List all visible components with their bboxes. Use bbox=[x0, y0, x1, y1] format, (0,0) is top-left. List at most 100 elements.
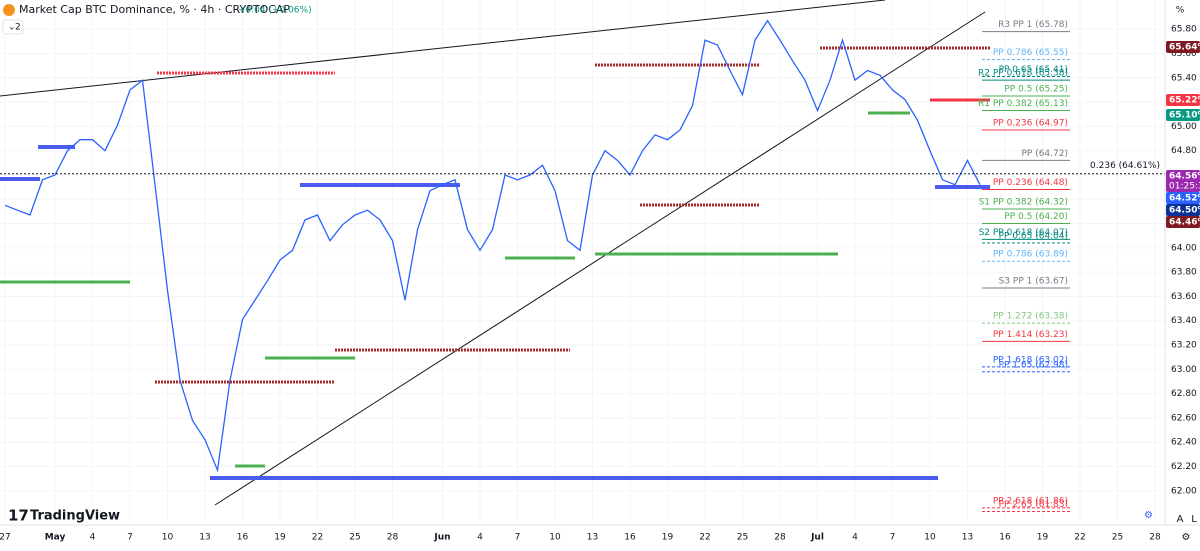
price-tag-label: 64.46% bbox=[1169, 218, 1200, 228]
x-tick-label: 28 bbox=[774, 533, 786, 543]
indicator-count[interactable]: 2 bbox=[15, 23, 21, 33]
x-tick-label: Jun bbox=[433, 533, 450, 543]
pivot-label: R3 PP 1 (65.78) bbox=[998, 20, 1068, 30]
x-tick-label: 7 bbox=[127, 533, 133, 543]
pivot-label: PP 0.5 (65.25) bbox=[1004, 84, 1068, 94]
pivot-label: PP 1.414 (63.23) bbox=[993, 330, 1068, 340]
x-tick-label: May bbox=[45, 533, 66, 543]
symbol-logo bbox=[3, 4, 15, 16]
y-tick-label: 62.80 bbox=[1171, 389, 1197, 399]
price-tag-label: 65.22% bbox=[1169, 96, 1200, 106]
drawings bbox=[0, 0, 990, 506]
x-tick-label: 25 bbox=[1112, 533, 1123, 543]
price-tag-label: 65.64% bbox=[1169, 43, 1200, 53]
pivot-label: PP 0.786 (63.89) bbox=[993, 250, 1068, 260]
x-tick-label: 22 bbox=[1074, 533, 1085, 543]
y-tick-label: 64.80 bbox=[1171, 146, 1197, 156]
log-scale-button[interactable]: L bbox=[1191, 514, 1197, 525]
y-tick-label: 62.00 bbox=[1171, 486, 1197, 496]
x-tick-label: 22 bbox=[312, 533, 323, 543]
pivot-label: PP 0.65 (64.04) bbox=[999, 231, 1068, 241]
axis-unit: % bbox=[1176, 6, 1185, 16]
x-tick-label: Jul bbox=[810, 533, 824, 543]
pivot-label: PP 2.65 (61.83) bbox=[999, 500, 1068, 510]
x-tick-label: 16 bbox=[999, 533, 1011, 543]
x-tick-label: 22 bbox=[699, 533, 710, 543]
pivot-label: PP 2.618 (61.86) bbox=[993, 496, 1068, 506]
y-tick-label: 63.00 bbox=[1171, 365, 1197, 375]
price-tag-label: 64.52% bbox=[1169, 194, 1200, 204]
x-tick-label: 28 bbox=[387, 533, 399, 543]
pivot-label: R2 PP 0.618 (65.38) bbox=[978, 69, 1068, 79]
y-tick-label: 65.40 bbox=[1171, 73, 1197, 83]
pivot-label: PP 0.786 (65.55) bbox=[993, 48, 1068, 58]
y-tick-label: 63.80 bbox=[1171, 268, 1197, 278]
y-tick-label: 65.80 bbox=[1171, 25, 1197, 35]
pivot-label: S3 PP 1 (63.67) bbox=[999, 276, 1068, 286]
price-tag bbox=[1166, 204, 1200, 216]
indicator-count[interactable]: ⌄ bbox=[8, 23, 16, 33]
auto-scale-button[interactable]: A bbox=[1177, 514, 1184, 525]
x-tick-label: 4 bbox=[852, 533, 858, 543]
pivot-label: PP 1.618 (63.02) bbox=[993, 355, 1068, 365]
x-tick-label: 10 bbox=[162, 533, 174, 543]
x-tick-label: 7 bbox=[890, 533, 896, 543]
x-tick-label: 4 bbox=[90, 533, 96, 543]
y-tick-label: 64.00 bbox=[1171, 243, 1197, 253]
price-tag-label: 64.56% bbox=[1169, 172, 1200, 182]
y-tick-label: 62.20 bbox=[1171, 462, 1197, 472]
symbol-title: Market Cap BTC Dominance, % · 4h · CRYPT… bbox=[19, 3, 290, 16]
x-tick-label: 13 bbox=[199, 533, 210, 543]
y-tick-label: 65.60 bbox=[1171, 49, 1197, 59]
price-tag bbox=[1166, 216, 1200, 228]
brand-name: TradingView bbox=[30, 509, 120, 524]
price-tag bbox=[1166, 170, 1200, 192]
y-tick-label: 63.60 bbox=[1171, 292, 1197, 302]
fib-level-label: 0.236 (64.61%) bbox=[1090, 161, 1160, 171]
x-tick-label: 25 bbox=[737, 533, 748, 543]
price-tag-label: 65.10% bbox=[1169, 111, 1200, 121]
settings-icon[interactable]: ⚙ bbox=[1144, 510, 1153, 521]
x-tick-label: 13 bbox=[587, 533, 598, 543]
pivot-label: R1 PP 0.382 (65.13) bbox=[978, 99, 1068, 109]
brand-logo: 17 bbox=[8, 507, 29, 525]
price-line bbox=[4, 19, 981, 473]
x-tick-label: 19 bbox=[662, 533, 674, 543]
pivot-label: PP 1.65 (62.98) bbox=[999, 360, 1068, 370]
x-tick-label: 10 bbox=[549, 533, 561, 543]
pivot-label: PP 0.65 (65.41) bbox=[999, 65, 1068, 75]
grid bbox=[0, 0, 1165, 520]
x-tick-label: 27 bbox=[0, 533, 11, 543]
pivot-label: S1 PP 0.382 (64.32) bbox=[979, 197, 1068, 207]
pivot-label: S2 PP 0.618 (64.07) bbox=[979, 228, 1068, 238]
y-tick-label: 62.60 bbox=[1171, 413, 1197, 423]
price-change: +0.04 (+0.06%) bbox=[238, 6, 312, 16]
price-tag bbox=[1166, 41, 1200, 53]
y-tick-label: 63.20 bbox=[1171, 341, 1197, 351]
y-tick-label: 63.40 bbox=[1171, 316, 1197, 326]
y-tick-label: 62.40 bbox=[1171, 438, 1197, 448]
collapse-button[interactable] bbox=[2, 19, 24, 35]
x-tick-label: 25 bbox=[349, 533, 360, 543]
price-tag bbox=[1166, 94, 1200, 106]
pivot-label: PP 0.5 (64.20) bbox=[1004, 212, 1068, 222]
axes: 65.8065.6065.4065.2065.0064.8064.6064.40… bbox=[0, 25, 1200, 543]
trend-line bbox=[214, 11, 986, 506]
x-tick-label: 19 bbox=[1037, 533, 1049, 543]
pivot-label: PP 1.272 (63.38) bbox=[993, 312, 1068, 322]
x-tick-label: 16 bbox=[237, 533, 249, 543]
x-tick-label: 7 bbox=[515, 533, 521, 543]
x-tick-label: 13 bbox=[962, 533, 973, 543]
x-tick-label: 10 bbox=[924, 533, 936, 543]
price-tag-label: 64.50% bbox=[1169, 206, 1200, 216]
price-tag-timer: 01:25:32 bbox=[1169, 182, 1200, 192]
trend-line bbox=[0, 0, 886, 97]
settings-button[interactable]: ⚙ bbox=[1182, 532, 1191, 543]
pivot-label: PP (64.72) bbox=[1021, 149, 1068, 159]
y-tick-label: 65.00 bbox=[1171, 122, 1197, 132]
pivot-label: PP 0.236 (64.97) bbox=[993, 119, 1068, 129]
x-tick-label: 4 bbox=[477, 533, 483, 543]
x-tick-label: 19 bbox=[274, 533, 286, 543]
